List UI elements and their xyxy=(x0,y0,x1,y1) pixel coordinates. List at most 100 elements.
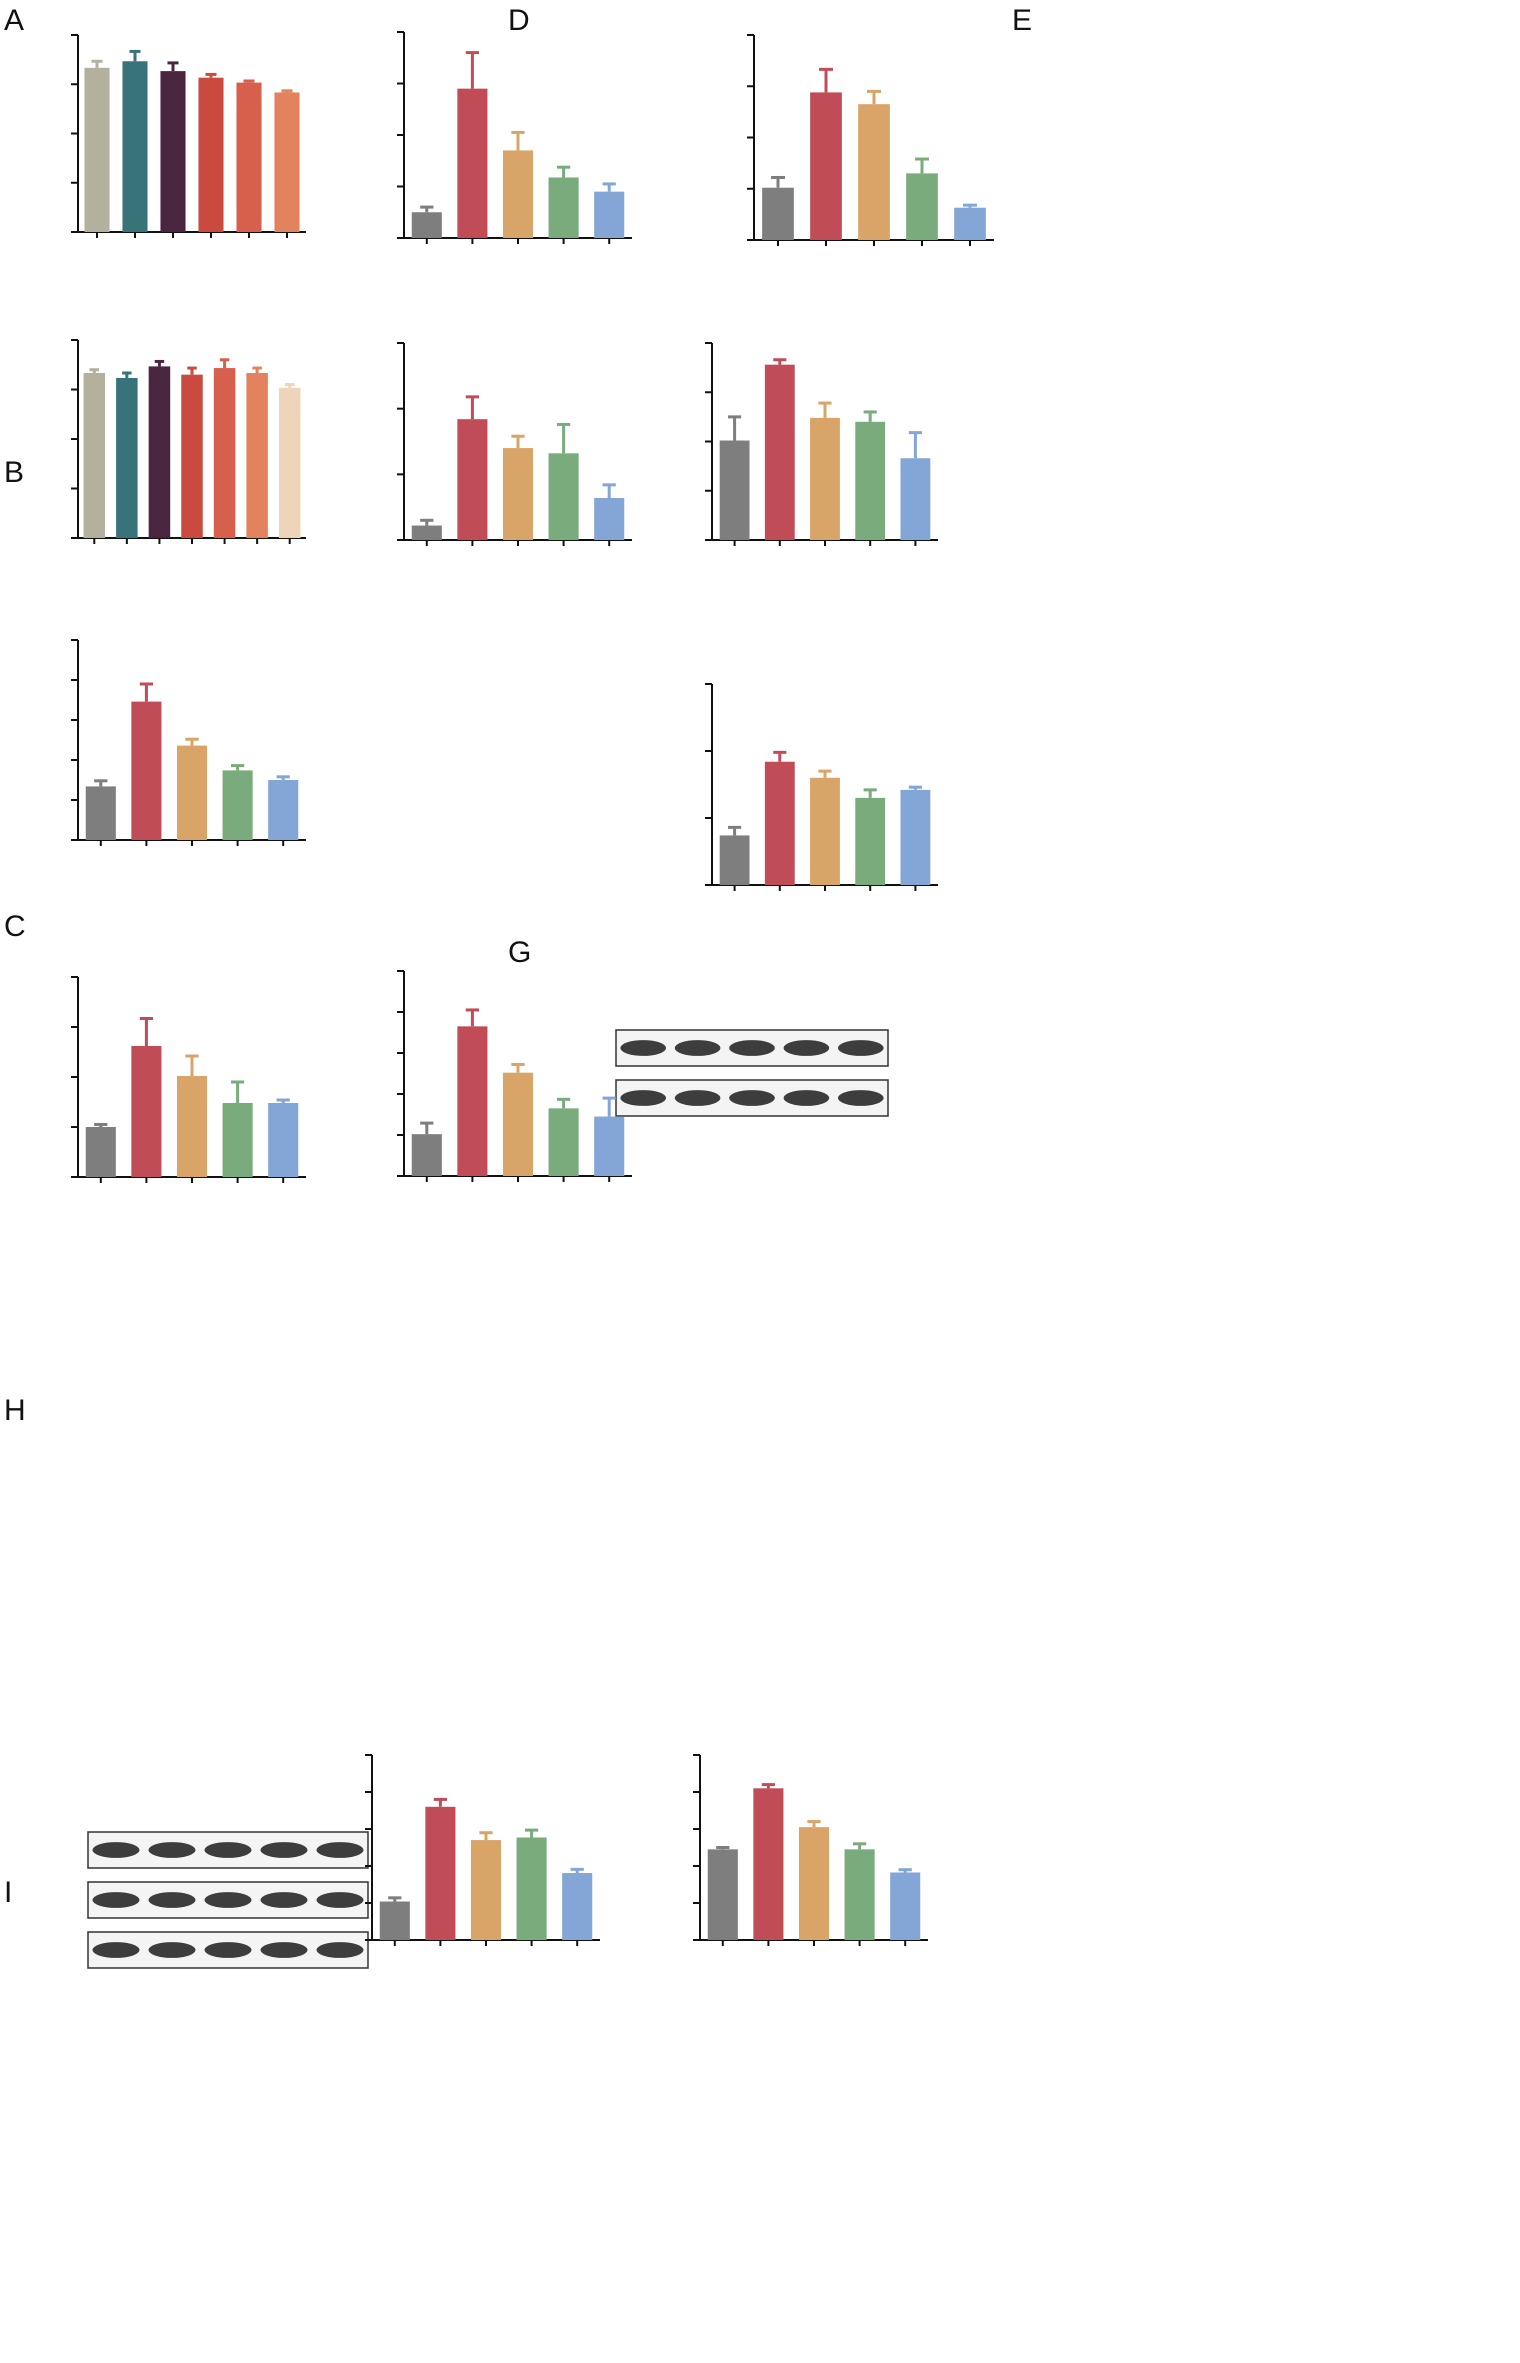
panel-letter-e: E xyxy=(1012,4,1032,37)
bar xyxy=(502,1072,534,1176)
bar xyxy=(457,1026,488,1176)
bar xyxy=(858,104,890,240)
bar xyxy=(810,777,840,885)
bar xyxy=(274,92,300,232)
bar xyxy=(900,458,931,540)
bar xyxy=(502,150,534,238)
blot-band xyxy=(148,1942,196,1958)
bar xyxy=(753,1788,784,1940)
bar xyxy=(122,61,148,233)
bar xyxy=(516,1837,547,1940)
bar xyxy=(548,1108,579,1176)
bar xyxy=(906,173,938,240)
chart-h2 xyxy=(397,970,632,1182)
blot-band xyxy=(92,1842,140,1858)
bar xyxy=(502,448,534,540)
chart-f2 xyxy=(705,342,938,546)
bar xyxy=(594,191,625,238)
blot-band xyxy=(204,1842,252,1858)
blot-band xyxy=(204,1892,252,1908)
chart-e xyxy=(747,34,994,246)
blot-band xyxy=(620,1040,667,1056)
blot-band xyxy=(729,1090,775,1106)
bar xyxy=(176,1076,208,1177)
bar xyxy=(810,92,842,241)
charts-layer xyxy=(71,31,994,1946)
blot-band xyxy=(316,1942,364,1958)
bar xyxy=(548,177,579,238)
bar xyxy=(198,77,224,232)
blot-band xyxy=(316,1892,364,1908)
panel-letter-c: C xyxy=(4,910,26,943)
bar xyxy=(954,207,986,240)
chart-i2 xyxy=(693,1754,928,1946)
bar xyxy=(411,212,442,238)
blot-band xyxy=(260,1892,308,1908)
western-blot-g xyxy=(615,1029,889,1117)
bar xyxy=(457,419,488,540)
chart-h1 xyxy=(71,976,306,1183)
bar xyxy=(425,1806,456,1940)
blot-band xyxy=(729,1040,775,1056)
bar xyxy=(236,82,262,232)
bar xyxy=(268,1103,299,1177)
chart-a xyxy=(71,34,306,238)
bar xyxy=(855,797,886,885)
chart-b xyxy=(71,339,306,544)
panel-letter-g: G xyxy=(508,936,531,969)
bar xyxy=(707,1849,738,1940)
chart-c xyxy=(71,639,306,846)
bar xyxy=(764,364,795,540)
blot-band xyxy=(204,1942,252,1958)
panel-letter-a: A xyxy=(4,4,24,37)
bar xyxy=(278,387,301,538)
bar xyxy=(411,1134,442,1176)
blot-band xyxy=(148,1842,196,1858)
bar xyxy=(810,417,840,540)
bar xyxy=(222,1103,253,1177)
bar xyxy=(83,373,106,538)
bar xyxy=(85,1127,116,1177)
blot-band xyxy=(837,1040,884,1056)
bar xyxy=(116,377,138,538)
bar xyxy=(855,421,886,540)
blot-band xyxy=(148,1892,196,1908)
panel-letter-d: D xyxy=(508,4,530,37)
bar xyxy=(548,453,579,540)
bar xyxy=(84,67,110,232)
bar xyxy=(719,440,750,540)
panel-letter-i: I xyxy=(4,1876,12,1909)
chart-g xyxy=(705,683,938,891)
blot-band xyxy=(674,1090,721,1106)
bar xyxy=(176,745,208,840)
bar xyxy=(131,1046,162,1177)
blot-band xyxy=(316,1842,364,1858)
western-blot-i xyxy=(87,1831,369,1969)
bar xyxy=(457,88,488,239)
blot-band xyxy=(260,1942,308,1958)
panel-letter-b: B xyxy=(4,456,24,489)
bar xyxy=(890,1872,921,1940)
bar xyxy=(268,780,299,840)
bar xyxy=(594,497,625,540)
bar xyxy=(844,1849,875,1940)
bar xyxy=(160,71,186,232)
bar xyxy=(181,374,203,538)
blot-band xyxy=(783,1090,830,1106)
bar xyxy=(719,835,750,885)
bar xyxy=(594,1116,625,1176)
bar xyxy=(85,786,116,840)
bar xyxy=(764,761,795,885)
blot-band xyxy=(674,1040,721,1056)
bar xyxy=(246,373,268,538)
blot-band xyxy=(260,1842,308,1858)
bar xyxy=(213,368,236,538)
blot-band xyxy=(837,1090,884,1106)
bar xyxy=(562,1873,593,1940)
blot-band xyxy=(92,1942,140,1958)
blot-band xyxy=(92,1892,140,1908)
bar xyxy=(762,187,794,240)
bar xyxy=(411,525,442,540)
chart-f1 xyxy=(397,342,632,546)
